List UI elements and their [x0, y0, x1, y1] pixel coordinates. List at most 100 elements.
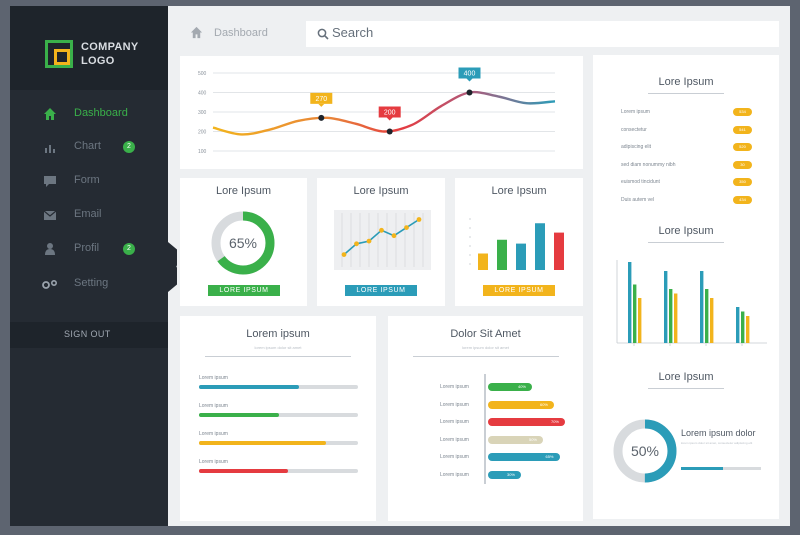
data-point: [354, 241, 359, 247]
sidebar-item-label: Form: [74, 174, 100, 186]
donut-subtitle: lorem ipsum dolor sit amet, consectetur …: [681, 441, 753, 445]
logo-area[interactable]: COMPANY LOGO: [10, 6, 168, 90]
donut-arc: [211, 211, 275, 275]
home-icon: [190, 26, 203, 39]
y-tick-label: 400: [198, 91, 207, 97]
horizontal-bar: 40%: [488, 383, 532, 391]
chart-background: [334, 210, 431, 270]
stat-label: euismod tincidunt: [621, 179, 660, 185]
progress-label: Lorem ipsum: [199, 459, 228, 465]
right-panel: Lore Ipsum Lorem ipsum 534 consectetur 541 a…: [593, 55, 779, 519]
wave-series-line: [212, 90, 556, 136]
stat-badge: 350: [733, 178, 752, 186]
search-bar[interactable]: [306, 21, 779, 47]
dashboard-window: COMPANY LOGO Dashboard Chart 2 Form Emai…: [10, 6, 790, 526]
mini-bar-chart: [469, 218, 564, 270]
y-tick-label: 200: [198, 130, 207, 136]
divider: [205, 356, 351, 357]
dolor-card: Dolor Sit Amet lorem ipsum dolor sit ame…: [388, 316, 583, 521]
line-card: Lore Ipsum LORE IPSUM: [317, 178, 445, 306]
card-title: Lore Ipsum: [658, 371, 714, 383]
notification-badge: 2: [123, 141, 135, 153]
progress-track: [199, 413, 358, 417]
sidebar-item-label: Email: [74, 208, 102, 220]
bar: [633, 284, 637, 343]
donut-label: Lorem ipsum dolor: [681, 428, 756, 438]
y-tick-label: 300: [198, 110, 207, 116]
search-input[interactable]: [332, 25, 732, 40]
card-title: Lorem ipsum: [246, 328, 310, 340]
bar-value: 40%: [517, 384, 526, 389]
grouped-bar-chart: [616, 260, 767, 346]
bar: [746, 316, 750, 343]
bar: [736, 307, 740, 343]
progress-label: Lorem ipsum: [199, 403, 228, 409]
callout-pointer: [386, 117, 393, 121]
data-point: [341, 252, 347, 257]
home-icon: [44, 108, 56, 120]
donut-value: 50%: [631, 443, 659, 459]
sidebar-item-dashboard[interactable]: Dashboard: [10, 99, 168, 129]
sign-out-button[interactable]: SIGN OUT: [10, 322, 168, 348]
stat-badge: 520: [733, 143, 752, 151]
bar-label: Lorem ipsum: [440, 436, 469, 443]
sidebar-item-email[interactable]: Email: [10, 200, 168, 230]
sidebar-item-profil[interactable]: Profil 2: [10, 234, 168, 264]
bar-label: Lorem ipsum: [440, 419, 469, 425]
stat-badge: 434: [733, 195, 752, 204]
callout-label: 200: [384, 110, 396, 117]
bar-value: 50%: [528, 436, 537, 442]
bar-chart-icon: [45, 145, 55, 153]
user-icon: [45, 243, 55, 255]
divider: [648, 388, 724, 389]
callout-pointer: [318, 103, 325, 107]
bar: [478, 253, 488, 270]
y-tick-label: 100: [198, 149, 207, 155]
lore-ipsum-button[interactable]: LORE IPSUM: [345, 285, 417, 296]
bar-card: Lore Ipsum LORE IPSUM: [455, 178, 583, 306]
horizontal-bar: 65%: [488, 453, 560, 461]
progress-fill: [199, 469, 289, 473]
stat-label: sed diam nonummy nibh: [621, 161, 676, 168]
bar: [664, 271, 668, 343]
sidebar-item-label: Setting: [74, 277, 109, 289]
card-title: Lore Ipsum: [658, 225, 714, 237]
progress-fill: [199, 413, 279, 417]
bar-label: Lorem ipsum: [440, 384, 469, 390]
bar: [741, 311, 745, 343]
progress-track: [199, 385, 358, 389]
breadcrumb-label: Dashboard: [214, 27, 268, 39]
callout-box: [378, 106, 401, 118]
data-point: [379, 227, 384, 233]
donut-value: 65%: [229, 235, 257, 251]
sidebar-item-label: Chart: [74, 140, 101, 152]
mini-line-chart: [334, 210, 431, 270]
sidebar-item-setting[interactable]: Setting: [10, 269, 168, 299]
callout-pointer: [466, 78, 473, 82]
form-icon: [44, 176, 56, 187]
sidebar-item-label: Profil: [74, 242, 100, 254]
sidebar: COMPANY LOGO Dashboard Chart 2 Form Emai…: [10, 6, 168, 526]
email-icon: [43, 210, 57, 220]
data-point: [416, 217, 422, 222]
logo-text: COMPANY LOGO: [81, 41, 139, 67]
lore-ipsum-button[interactable]: LORE IPSUM: [483, 285, 555, 296]
horizontal-bar: 30%: [488, 470, 521, 479]
progress-fill: [681, 467, 723, 470]
bar-value: 30%: [506, 471, 515, 477]
progress-label: Lorem ipsum: [199, 375, 228, 381]
progress-track: [681, 467, 761, 470]
sidebar-item-chart[interactable]: Chart 2: [10, 132, 168, 162]
divider: [648, 93, 724, 94]
sidebar-collapse-toggle[interactable]: 〈: [168, 242, 177, 292]
callout-label: 400: [464, 71, 476, 78]
search-icon: [317, 28, 329, 40]
stat-label: consectetur: [621, 126, 647, 133]
card-title: Dolor Sit Amet: [450, 328, 521, 340]
lore-ipsum-button[interactable]: LORE IPSUM: [208, 285, 280, 296]
sidebar-item-form[interactable]: Form: [10, 166, 168, 196]
bar: [700, 271, 704, 343]
stat-badge: 541: [733, 125, 752, 134]
card-title: Lore Ipsum: [658, 76, 714, 88]
progress-fill: [199, 385, 300, 389]
